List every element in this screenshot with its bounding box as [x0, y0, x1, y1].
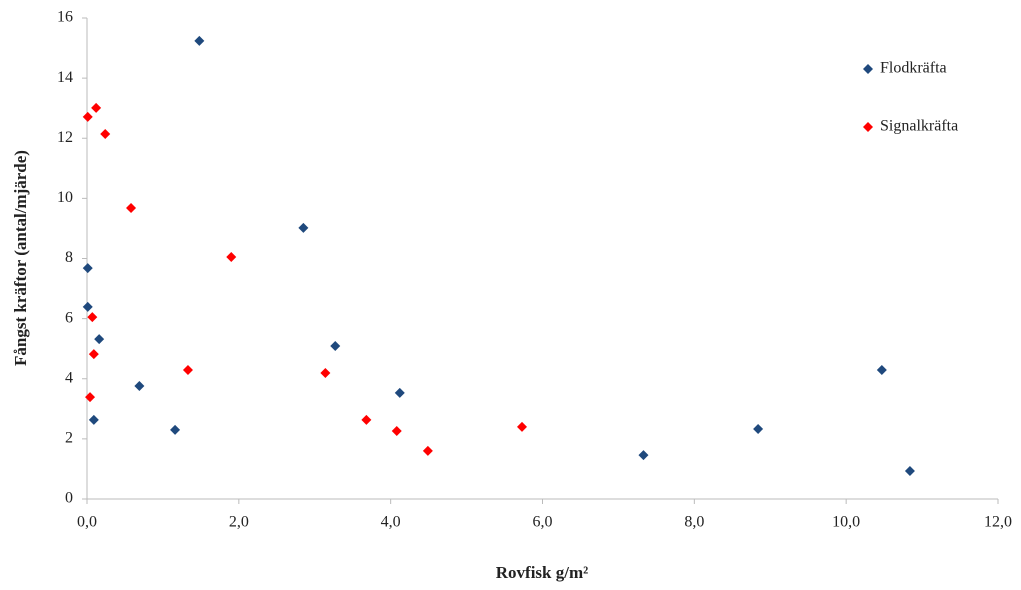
data-point — [170, 424, 181, 435]
data-point — [320, 368, 331, 379]
legend-label: Flodkräfta — [880, 60, 947, 77]
data-point — [82, 263, 93, 274]
y-tick-label: 4 — [65, 369, 73, 386]
y-tick-label: 2 — [65, 430, 73, 447]
data-point — [126, 202, 137, 213]
data-point — [904, 466, 915, 477]
data-point — [134, 380, 145, 391]
data-point — [422, 445, 433, 456]
data-point — [753, 423, 764, 434]
x-tick-label: 12,0 — [984, 514, 1012, 531]
y-tick-label: 10 — [57, 189, 73, 206]
data-point — [298, 222, 309, 233]
data-point — [87, 312, 98, 323]
data-point — [100, 129, 111, 140]
y-tick-label: 8 — [65, 249, 73, 266]
data-point — [361, 414, 372, 425]
legend-label: Signalkräfta — [880, 118, 958, 135]
data-point — [394, 387, 405, 398]
x-tick-label: 10,0 — [832, 514, 860, 531]
data-point — [876, 365, 887, 376]
y-tick-label: 12 — [57, 129, 73, 146]
data-point — [194, 35, 205, 46]
data-point — [88, 414, 99, 425]
data-point — [182, 365, 193, 376]
y-tick-label: 6 — [65, 309, 73, 326]
y-tick-label: 16 — [57, 9, 73, 26]
y-tick-label: 14 — [57, 69, 73, 86]
x-tick-label: 4,0 — [381, 514, 401, 531]
data-point — [88, 349, 99, 360]
data-point — [91, 102, 102, 113]
y-axis-title: Fångst kräftor (antal/mjärde) — [11, 150, 30, 366]
x-axis-title: Rovfisk g/m² — [496, 563, 588, 582]
legend-marker — [863, 122, 873, 132]
x-tick-label: 2,0 — [229, 514, 249, 531]
x-tick-label: 6,0 — [533, 514, 553, 531]
data-point — [82, 301, 93, 312]
data-point — [517, 421, 528, 432]
legend-marker — [863, 64, 873, 74]
data-point — [85, 392, 96, 403]
data-point — [94, 334, 105, 345]
data-point — [226, 251, 237, 262]
x-tick-label: 0,0 — [77, 514, 97, 531]
data-point — [638, 450, 649, 461]
y-tick-label: 0 — [65, 490, 73, 507]
data-point — [330, 340, 341, 351]
data-point — [82, 111, 93, 122]
data-point — [391, 426, 402, 437]
x-tick-label: 8,0 — [684, 514, 704, 531]
